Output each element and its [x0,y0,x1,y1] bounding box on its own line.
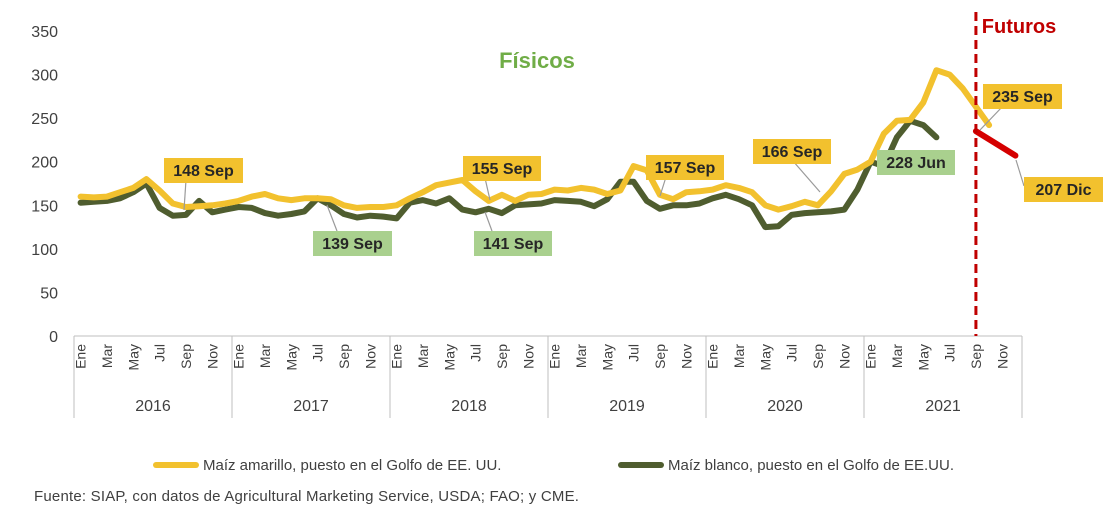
x-tick-label: Jul [626,344,642,362]
x-tick-label: Nov [362,344,378,369]
fisicos-label: Físicos [499,48,575,73]
x-tick-label: Jul [942,344,958,362]
x-tick-label: Nov [994,344,1010,369]
callout-label: 157 Sep [655,160,716,177]
x-year-label: 2016 [135,398,171,415]
series-line-futures [972,128,1019,159]
callout-leader [1015,159,1025,187]
x-tick-label: Nov [204,344,220,369]
callout-box [313,231,392,256]
x-tick-label: Nov [520,344,536,369]
x-tick-label: Mar [889,344,905,368]
x-tick-label: Ene [547,344,563,369]
x-tick-label: Nov [678,344,694,369]
callout-label: 166 Sep [762,144,823,161]
callout-label: 155 Sep [472,161,533,178]
x-tick-label: Sep [494,344,510,369]
y-tick-label: 350 [31,24,58,41]
x-tick-label: May [125,344,141,370]
x-tick-label: Mar [415,344,431,368]
x-tick-label: Nov [836,344,852,369]
x-tick-label: Ene [389,344,405,369]
callout-leader [484,177,491,201]
callout-leader [183,179,187,211]
callout-label: 148 Sep [173,163,234,180]
x-tick-label: Ene [863,344,879,369]
x-tick-label: May [441,344,457,370]
y-axis: 0 50 100 150 200 250 300 350 [31,24,58,346]
callout-box [463,156,541,181]
x-year-label: 2021 [925,398,961,415]
annotations-layer: Físicos Futuros 148 Sep 139 Sep 155 Sep 141 S… [164,12,1103,336]
x-tick-label: Ene [705,344,721,369]
callout-label: 141 Sep [483,236,544,253]
series-layer [77,67,1019,231]
y-tick-label: 150 [31,198,58,215]
y-tick-label: 100 [31,242,58,259]
x-tick-label: Jul [310,344,326,362]
x-tick-label: Ene [73,344,89,369]
callout-box [877,150,955,175]
x-tick-label: Mar [257,344,273,368]
x-tick-label: Jul [152,344,168,362]
legend: Maíz amarillo, puesto en el Golfo de EE.… [153,457,954,474]
callout-leader [979,105,1004,131]
futuros-label: Futuros [982,16,1056,38]
x-tick-label: Jul [468,344,484,362]
y-tick-label: 300 [31,68,58,85]
x-axis: Ene Mar May Jul Sep Nov Ene Mar May Jul Sep Nov Ene M… [73,335,1023,418]
x-tick-label: Sep [968,344,984,369]
x-tick-label: May [915,344,931,370]
x-year-label: 2018 [451,398,487,415]
callout-box [753,139,831,164]
callout-box [164,158,243,183]
x-tick-label: May [283,344,299,370]
x-tick-label: Mar [573,344,589,368]
x-year-label: 2019 [609,398,645,415]
x-year-label: 2020 [767,398,803,415]
callout-label: 228 Jun [886,155,946,172]
legend-label-white-corn: Maíz blanco, puesto en el Golfo de EE.UU… [668,457,954,474]
callout-box [474,231,552,256]
legend-label-yellow-corn: Maíz amarillo, puesto en el Golfo de EE.… [203,457,501,474]
series-line-yellow-corn [77,67,993,213]
y-tick-label: 200 [31,155,58,172]
callout-leader [659,176,667,197]
source-note: Fuente: SIAP, con datos de Agricultural … [34,488,580,505]
series-line-white-corn [77,117,940,231]
x-tick-label: Sep [336,344,352,369]
x-tick-label: Sep [652,344,668,369]
callout-leader [326,204,338,232]
callout-label: 207 Dic [1035,182,1091,199]
callout-label: 235 Sep [992,89,1053,106]
y-tick-label: 250 [31,111,58,128]
callout-box [646,155,724,180]
x-year-label: 2017 [293,398,329,415]
x-tick-label: Sep [810,344,826,369]
x-tick-label: Ene [231,344,247,369]
y-tick-label: 0 [49,329,58,346]
x-tick-label: May [757,344,773,370]
x-tick-label: Mar [731,344,747,368]
y-tick-label: 50 [40,285,58,302]
x-tick-label: Mar [99,344,115,368]
callout-box [1024,177,1103,202]
x-tick-label: May [599,344,615,370]
callout-label: 139 Sep [322,236,383,253]
callout-leader [484,211,493,232]
line-chart: 0 50 100 150 200 250 300 350 Ene Mar May Jul Sep Nov… [31,12,1103,474]
callout-box [983,84,1062,109]
callout-leader [792,160,821,193]
x-tick-label: Jul [784,344,800,362]
x-tick-label: Sep [178,344,194,369]
